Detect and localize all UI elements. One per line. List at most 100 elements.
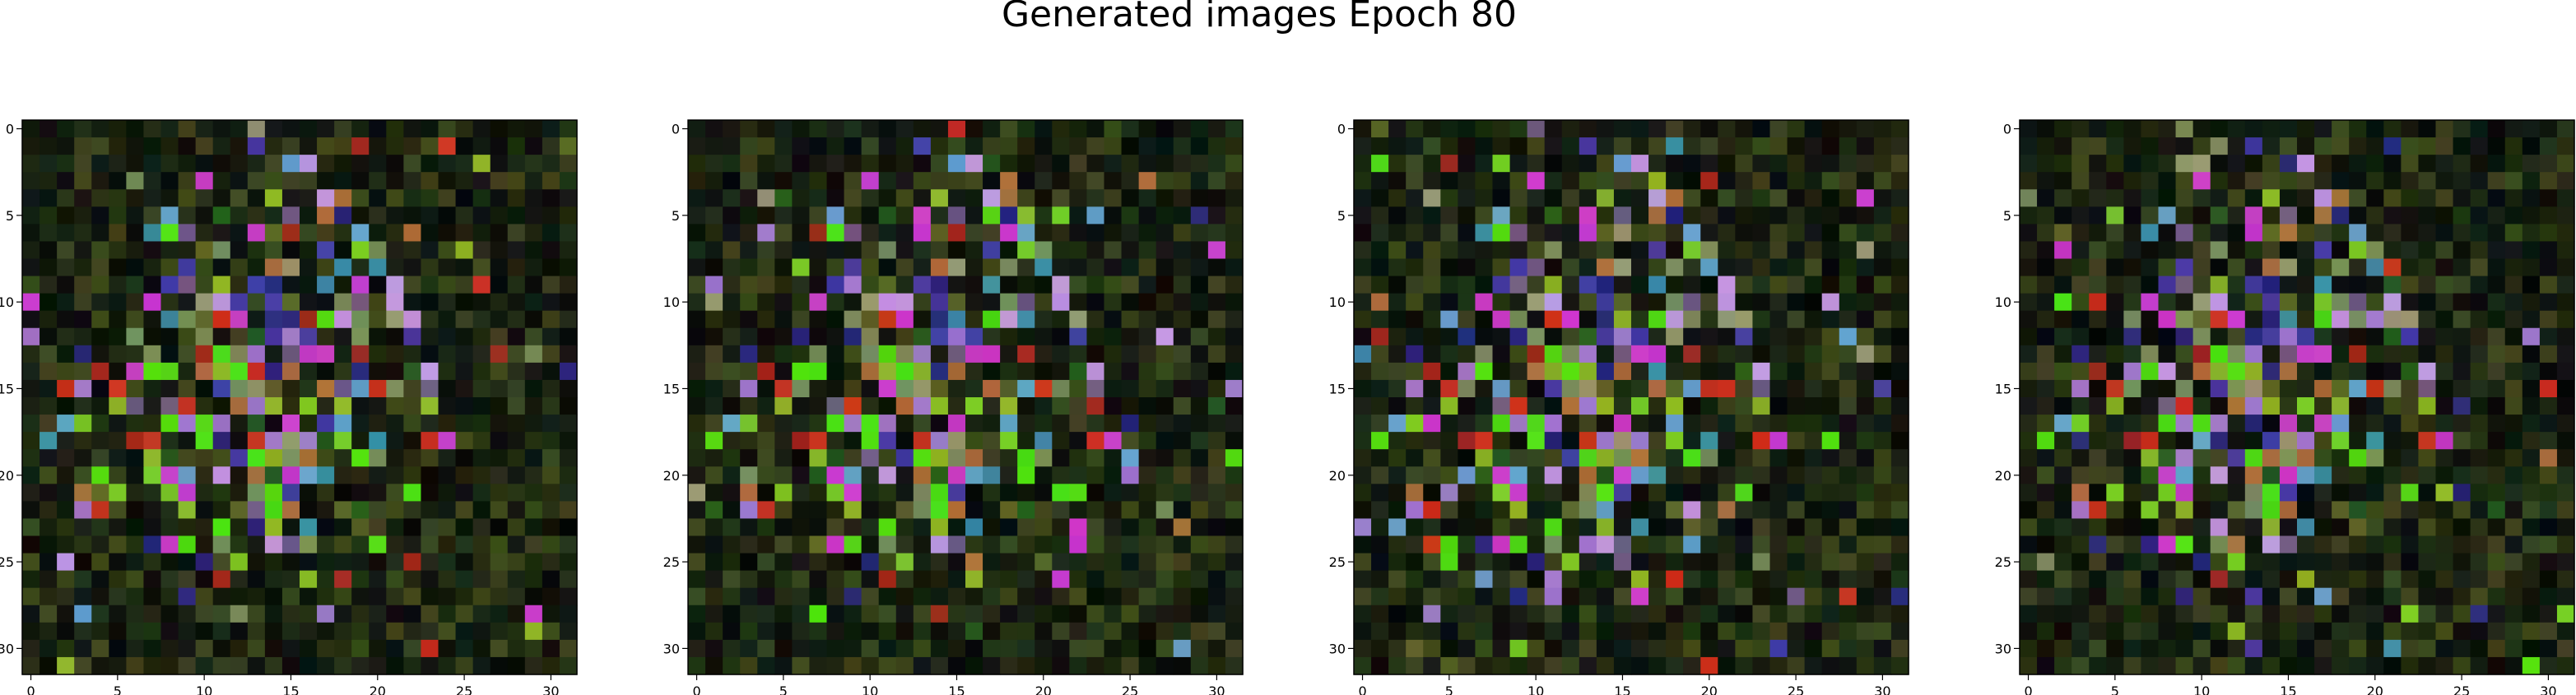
- pixel: [300, 518, 318, 537]
- pixel: [40, 605, 58, 623]
- pixel: [2244, 155, 2263, 173]
- pixel: [472, 224, 491, 243]
- pixel: [1173, 570, 1192, 589]
- pixel: [1631, 415, 1649, 433]
- x-tick-label: 25: [1122, 683, 1138, 695]
- pixel: [1509, 345, 1528, 364]
- pixel: [774, 605, 793, 623]
- pixel: [1475, 518, 1494, 537]
- pixel: [2366, 553, 2384, 572]
- pixel: [195, 535, 214, 554]
- pixel: [403, 587, 422, 606]
- pixel: [2383, 656, 2402, 675]
- pixel: [1104, 622, 1123, 641]
- pixel: [1613, 155, 1632, 173]
- pixel: [1873, 258, 1892, 277]
- pixel: [861, 327, 880, 346]
- pixel: [1155, 241, 1174, 260]
- pixel: [1440, 484, 1458, 502]
- pixel: [1138, 656, 1157, 675]
- pixel: [559, 639, 578, 658]
- pixel: [1225, 605, 1244, 623]
- pixel: [844, 570, 863, 589]
- pixel: [913, 206, 932, 225]
- pixel: [1104, 553, 1123, 572]
- pixel: [2106, 587, 2124, 606]
- pixel: [2210, 224, 2229, 243]
- pixel: [1121, 120, 1140, 138]
- pixel: [1000, 293, 1018, 312]
- pixel: [2522, 327, 2541, 346]
- pixel: [1423, 379, 1441, 398]
- pixel: [757, 276, 775, 294]
- axes-frame: [21, 119, 578, 675]
- pixel: [524, 172, 543, 190]
- pixel: [472, 155, 491, 173]
- pixel: [109, 484, 127, 502]
- pixel: [281, 535, 300, 554]
- pixel: [2418, 155, 2437, 173]
- pixel: [1458, 656, 1476, 675]
- pixel: [2522, 501, 2541, 520]
- pixel: [1787, 639, 1806, 658]
- pixel: [559, 362, 578, 381]
- pixel: [2470, 258, 2489, 277]
- pixel: [2210, 415, 2229, 433]
- pixel: [792, 415, 811, 433]
- pixel: [369, 466, 387, 484]
- pixel: [230, 155, 249, 173]
- pixel: [230, 570, 249, 589]
- pixel: [455, 137, 474, 155]
- pixel: [1138, 310, 1157, 329]
- pixel: [2383, 189, 2402, 207]
- pixel: [930, 605, 949, 623]
- pixel: [1207, 639, 1226, 658]
- pixel: [91, 432, 109, 450]
- pixel: [1138, 449, 1157, 467]
- pixel: [1683, 293, 1701, 312]
- pixel: [2487, 293, 2506, 312]
- pixel: [1873, 656, 1892, 675]
- pixel: [1406, 155, 1424, 173]
- pixel: [2123, 656, 2142, 675]
- pixel: [774, 258, 793, 277]
- pixel: [542, 397, 560, 415]
- pixel: [1069, 258, 1088, 277]
- pixel: [983, 155, 1001, 173]
- pixel: [369, 432, 387, 450]
- pixel: [2504, 206, 2523, 225]
- pixel: [723, 206, 741, 225]
- pixel: [2504, 570, 2523, 589]
- y-tick-label: 10: [663, 294, 680, 310]
- figure-title: Generated images Epoch 80: [1002, 0, 1517, 35]
- pixel: [212, 293, 231, 312]
- pixel: [895, 310, 914, 329]
- pixel: [109, 362, 127, 381]
- pixel: [688, 397, 706, 415]
- pixel: [542, 501, 560, 520]
- pixel: [2539, 224, 2558, 243]
- pixel: [1509, 432, 1528, 450]
- pixel: [1207, 622, 1226, 641]
- generated-image: [688, 120, 1244, 675]
- pixel: [1700, 656, 1718, 675]
- pixel: [1155, 656, 1174, 675]
- pixel: [22, 466, 40, 484]
- pixel: [74, 120, 92, 138]
- pixel: [1388, 587, 1407, 606]
- pixel: [1475, 587, 1494, 606]
- pixel: [2435, 639, 2454, 658]
- pixel: [1354, 345, 1372, 364]
- pixel: [40, 172, 58, 190]
- pixel: [2106, 379, 2124, 398]
- pixel: [1544, 432, 1563, 450]
- pixel: [2175, 570, 2194, 589]
- pixel: [740, 397, 758, 415]
- pixel: [490, 587, 509, 606]
- pixel: [178, 432, 197, 450]
- pixel: [490, 241, 509, 260]
- pixel: [247, 415, 266, 433]
- pixel: [1475, 206, 1494, 225]
- pixel: [109, 206, 127, 225]
- pixel: [2089, 327, 2107, 346]
